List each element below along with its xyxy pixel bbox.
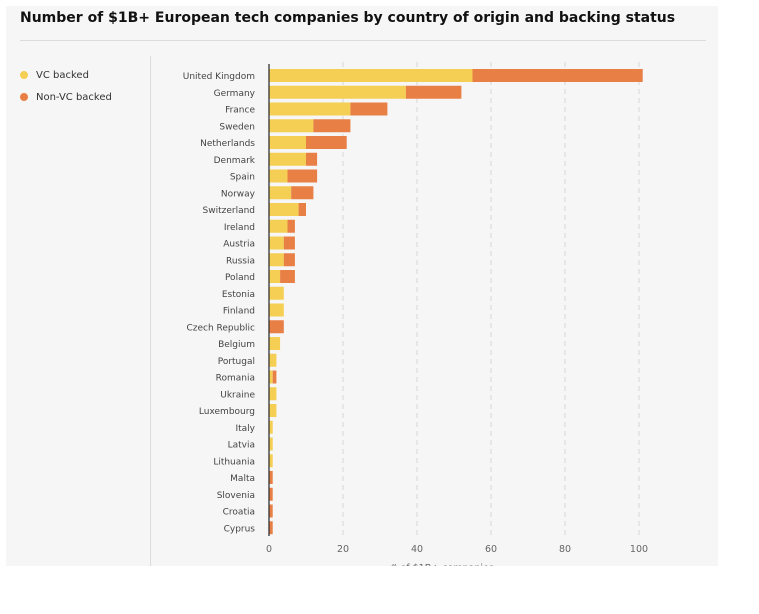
bar-united-kingdom-nonvc [472,69,643,82]
bar-sweden-nonvc [313,119,351,133]
bar-france-nonvc [350,102,388,116]
x-axis-label: # of $1B+ companies [389,563,493,566]
category-label-estonia: Estonia [222,290,255,300]
category-label-russia: Russia [226,256,255,266]
x-tick-label-20: 20 [337,544,349,555]
category-label-belgium: Belgium [218,340,255,350]
bar-latvia-vc [269,437,273,451]
bar-luxembourg-vc [269,404,277,417]
bar-ireland-nonvc [287,219,295,233]
bar-germany-nonvc [405,85,462,99]
category-label-czech-republic: Czech Republic [186,323,255,333]
bar-switzerland-vc [269,203,299,216]
bar-switzerland-nonvc [298,203,306,216]
bar-estonia-vc [269,286,284,300]
bar-austria-vc [269,236,284,250]
title-divider [20,40,706,41]
bar-italy-vc [269,420,273,434]
bar-russia-vc [269,253,284,267]
category-label-finland: Finland [223,307,255,317]
legend-dot-vc [20,71,28,79]
category-label-germany: Germany [214,89,256,99]
category-label-croatia: Croatia [223,508,255,518]
category-label-norway: Norway [221,189,256,199]
category-label-ukraine: Ukraine [220,390,255,400]
bar-austria-nonvc [283,236,295,250]
bar-ireland-vc [269,219,288,233]
category-label-romania: Romania [216,374,255,384]
bar-netherlands-vc [269,136,306,149]
category-label-portugal: Portugal [218,357,255,367]
category-label-cyprus: Cyprus [224,524,256,534]
bar-norway-vc [269,186,292,200]
x-tick-label-0: 0 [266,544,272,555]
bar-sweden-vc [269,119,314,133]
bar-russia-nonvc [283,253,295,267]
bar-cyprus-nonvc [269,521,273,535]
bar-belgium-vc [269,337,281,350]
legend-item-nonvc[interactable]: Non-VC backed [20,86,112,108]
bar-slovenia-nonvc [269,487,273,501]
bar-denmark-vc [269,152,306,166]
bar-poland-vc [269,270,281,283]
x-tick-label-100: 100 [630,544,648,555]
category-label-switzerland: Switzerland [203,206,256,216]
bar-romania-vc [269,370,273,384]
category-label-sweden: Sweden [219,122,255,132]
bar-portugal-vc [269,353,277,367]
bar-finland-vc [269,303,284,317]
bar-romania-nonvc [272,370,277,384]
x-tick-label-80: 80 [559,544,571,555]
bar-ukraine-vc [269,387,277,401]
bar-croatia-nonvc [269,504,273,518]
chart-title: Number of $1B+ European tech companies b… [20,10,676,26]
category-label-united-kingdom: United Kingdom [183,72,255,82]
category-label-italy: Italy [235,424,255,434]
category-label-denmark: Denmark [214,156,256,166]
bar-france-vc [269,102,351,116]
category-label-latvia: Latvia [228,441,255,451]
bar-united-kingdom-vc [269,69,473,82]
bar-malta-nonvc [269,471,273,484]
bar-lithuania-vc [269,454,273,468]
category-label-ireland: Ireland [224,223,255,233]
category-label-austria: Austria [223,240,255,250]
x-tick-label-40: 40 [411,544,423,555]
category-label-slovenia: Slovenia [217,491,255,501]
category-label-lithuania: Lithuania [213,457,255,467]
category-label-spain: Spain [230,173,255,183]
legend-item-vc[interactable]: VC backed [20,64,112,86]
category-label-luxembourg: Luxembourg [199,407,255,417]
bar-chart: United Kingdom Germany France Sweden Netherl… [183,62,648,566]
bar-czech-republic-nonvc [269,320,284,334]
chart-card: Number of $1B+ European tech companies b… [6,6,718,566]
category-label-poland: Poland [225,273,255,283]
bar-denmark-nonvc [306,152,318,166]
legend: VC backed Non-VC backed [20,64,112,108]
legend-divider [150,56,151,566]
category-label-netherlands: Netherlands [200,139,255,149]
x-tick-label-60: 60 [485,544,497,555]
legend-label-nonvc: Non-VC backed [36,91,112,103]
legend-dot-nonvc [20,93,28,101]
category-label-france: France [225,106,255,116]
bar-poland-nonvc [280,270,295,283]
bar-germany-vc [269,85,406,99]
bar-netherlands-nonvc [306,136,347,149]
bar-spain-nonvc [287,169,318,183]
legend-label-vc: VC backed [36,69,89,81]
bar-norway-nonvc [291,186,314,200]
category-label-malta: Malta [230,474,255,484]
bar-spain-vc [269,169,288,183]
